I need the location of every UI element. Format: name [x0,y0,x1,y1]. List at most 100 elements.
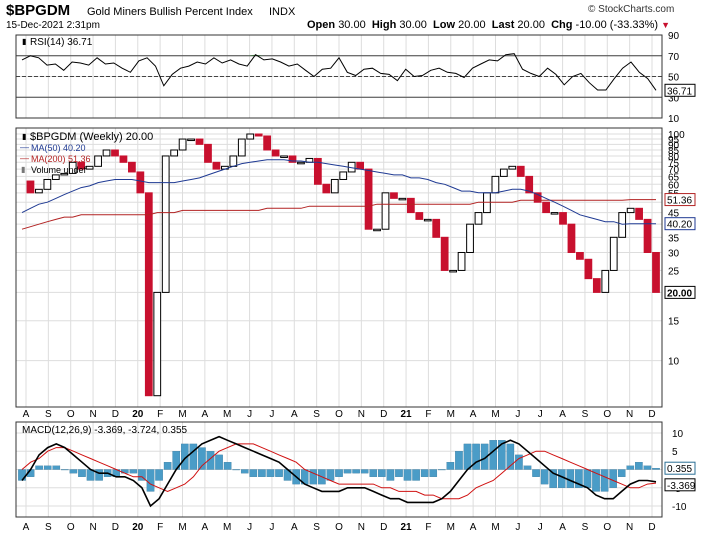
price-candle [423,218,432,222]
macd-legend: MACD(12,26,9) -3.369, -3.724, 0.355 [22,425,188,436]
macd-last-tag: -3.369 [667,481,696,492]
macd-histogram-bar [652,468,660,470]
volume-legend: Volume undef [31,165,87,175]
price-x-tick-label: S [313,409,320,420]
macd-histogram-bar [575,469,583,488]
macd-histogram-bar [232,469,240,471]
ohlc-line: Open 30.00 High 30.00 Low 20.00 Last 20.… [307,19,670,31]
macd-histogram-bar [438,469,446,471]
chg-value: -10.00 (-33.33%) [575,19,659,31]
price-candle [128,161,136,173]
macd-histogram-bar [523,465,532,470]
price-axis-tick: 100 [668,130,685,141]
price-candle [533,192,542,203]
price-x-tick-label: N [89,409,96,420]
price-x-tick-label: A [559,409,566,420]
price-candle [170,149,179,157]
macd-histogram-bar [206,451,215,470]
macd-histogram-bar [138,469,146,481]
macd-histogram-bar [592,469,600,492]
price-candle [161,155,170,293]
price-axis-tick: 60 [668,180,680,191]
price-candle [35,188,43,194]
macd-histogram-bar [309,469,318,485]
price-x-tick-label: 20 [132,409,144,420]
price-candle [491,175,500,194]
price-x-tick-label: A [470,409,477,420]
price-candle [356,161,365,170]
macd-histogram-bar [78,469,86,477]
macd-histogram-bar [146,469,155,492]
price-last-tag: 20.00 [667,288,692,299]
price-x-tick-label: M [223,409,231,420]
macd-histogram-bar [52,465,61,470]
price-candle [466,223,474,253]
price-x-tick-label: A [202,409,209,420]
rsi-frame [15,34,663,119]
price-candle [51,174,60,180]
price-candle [212,161,221,170]
price-candle [322,183,331,194]
macd-x-tick-label: A [23,522,30,533]
price-axis-tick: 35 [668,233,680,244]
macd-x-tick-label: A [202,522,209,533]
macd-last-tag-box [664,478,696,492]
macd-x-tick-label: J [247,522,252,533]
macd-histogram-bar [129,469,138,474]
macd-histogram-bar [549,469,557,488]
price-candle [254,133,263,137]
macd-x-tick-label: J [515,522,520,533]
price-candle [398,197,407,201]
macd-histogram-bar [455,451,463,470]
rsi-line [21,53,657,91]
macd-x-tick-label: A [470,522,477,533]
macd-hist-last-tag: 0.355 [667,464,692,475]
price-x-tick-label: J [515,409,520,420]
price-candle [457,251,466,271]
price-x-tick-label: J [269,409,274,420]
price-candle [271,149,280,157]
low-value: 20.00 [458,19,486,31]
price-candle [567,223,576,253]
macd-x-tick-label: M [178,522,186,533]
macd-histogram-bar [420,469,429,477]
macd-x-tick-label: D [112,522,119,533]
price-candle [542,201,550,214]
price-candle [26,180,35,194]
macd-x-tick-label: S [45,522,52,533]
price-candle [618,212,627,238]
price-x-tick-label: F [425,409,431,420]
price-candle [263,135,272,151]
chart-title-symbol: $BPGDM [6,2,71,19]
rsi-last-tag-box [664,83,696,97]
price-candle [483,192,491,214]
price-axis-tick: 45 [668,209,680,220]
macd-x-tick-label: D [648,522,655,533]
macd-histogram-bar [429,469,438,477]
macd-histogram-bar [275,469,283,477]
chart-title-exchange: INDX [269,6,296,18]
price-candle [43,178,52,190]
macd-histogram-bar [395,469,403,477]
rsi-axis-tick: 50 [668,73,680,84]
price-x-tick-label: D [648,409,655,420]
ma50-line [21,159,656,225]
watermark: © StockCharts.com [588,4,675,15]
macd-axis-tick: 10 [672,429,684,440]
last-label: Last [491,19,515,31]
price-candle [330,178,339,194]
last-value: 20.00 [517,19,545,31]
macd-histogram-bar [489,440,498,470]
open-value: 30.00 [338,19,366,31]
price-axis-tick: 90 [668,140,680,151]
price-x-tick-label: D [112,409,119,420]
price-axis-tick: 15 [668,317,680,328]
ma50-last-tag-box [664,217,696,231]
price-x-tick-label: F [157,409,163,420]
macd-x-tick-label: N [89,522,96,533]
ma50-legend: MA(50) 40.20 [31,143,86,153]
price-candle [313,157,322,185]
macd-histogram-bar [249,469,258,477]
price-candle [626,207,635,214]
price-frame [15,127,663,408]
